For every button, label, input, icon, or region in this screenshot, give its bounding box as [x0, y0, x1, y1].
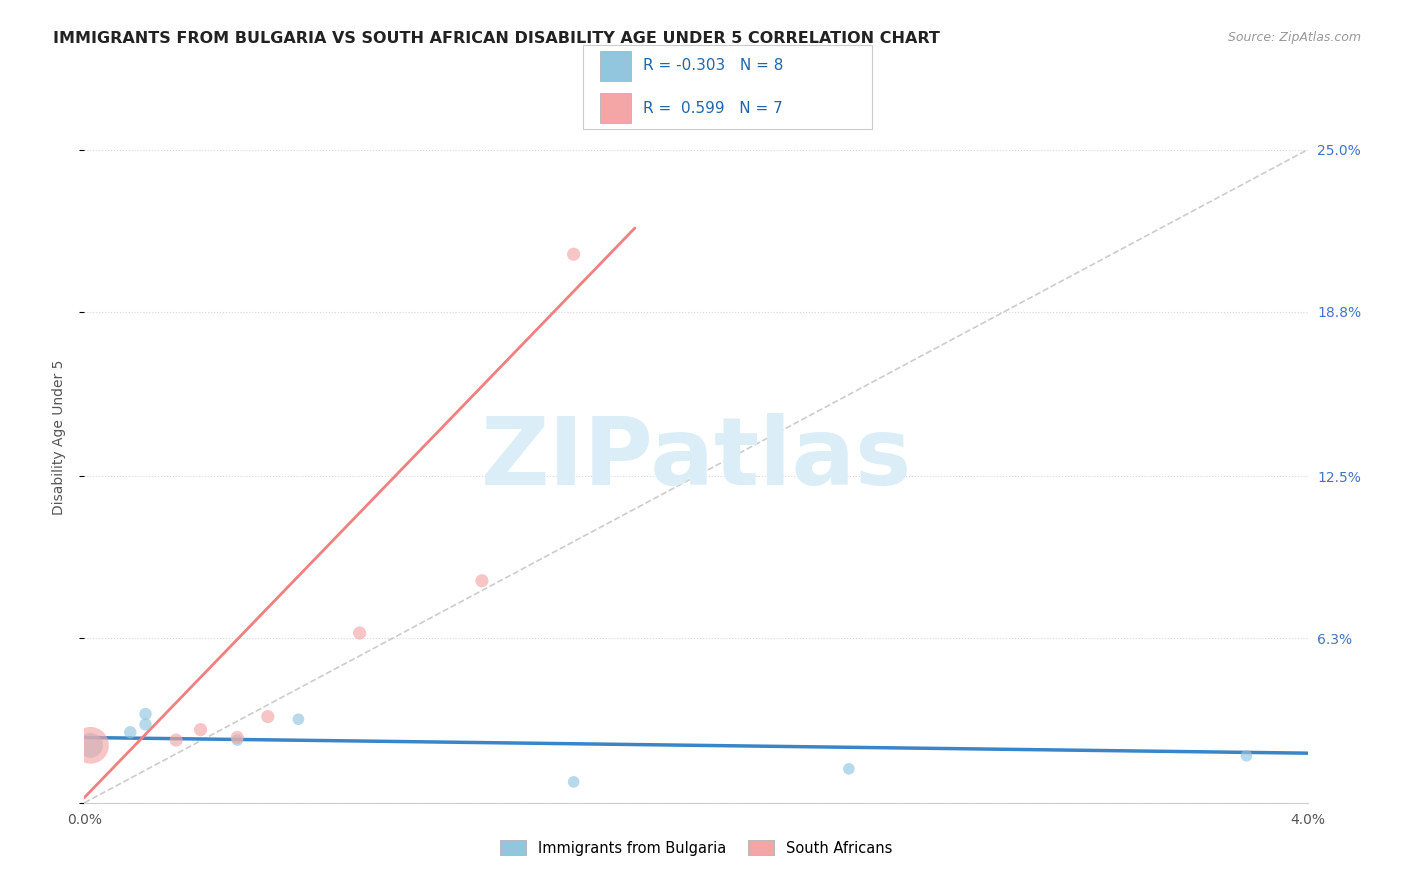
Text: IMMIGRANTS FROM BULGARIA VS SOUTH AFRICAN DISABILITY AGE UNDER 5 CORRELATION CHA: IMMIGRANTS FROM BULGARIA VS SOUTH AFRICA… [53, 31, 941, 46]
Point [79, 739, 101, 753]
Point [349, 626, 371, 640]
Text: R =  0.599   N = 7: R = 0.599 N = 7 [643, 101, 782, 116]
Point [79, 739, 101, 753]
Point [838, 762, 860, 776]
Text: R = -0.303   N = 8: R = -0.303 N = 8 [643, 58, 783, 73]
Text: ZIPatlas: ZIPatlas [481, 413, 911, 505]
Point [120, 725, 142, 739]
Point [135, 706, 157, 721]
Point [562, 775, 585, 789]
Point [562, 247, 585, 261]
Y-axis label: Disability Age Under 5: Disability Age Under 5 [52, 359, 66, 515]
Point [471, 574, 494, 588]
Point [226, 731, 249, 745]
Point [226, 733, 249, 747]
Point [190, 723, 212, 737]
Point [165, 733, 187, 747]
Legend: Immigrants from Bulgaria, South Africans: Immigrants from Bulgaria, South Africans [494, 834, 898, 862]
Text: Source: ZipAtlas.com: Source: ZipAtlas.com [1227, 31, 1361, 45]
Point [257, 709, 280, 723]
Point [287, 712, 309, 726]
Point [1236, 748, 1258, 763]
Point [135, 717, 157, 731]
